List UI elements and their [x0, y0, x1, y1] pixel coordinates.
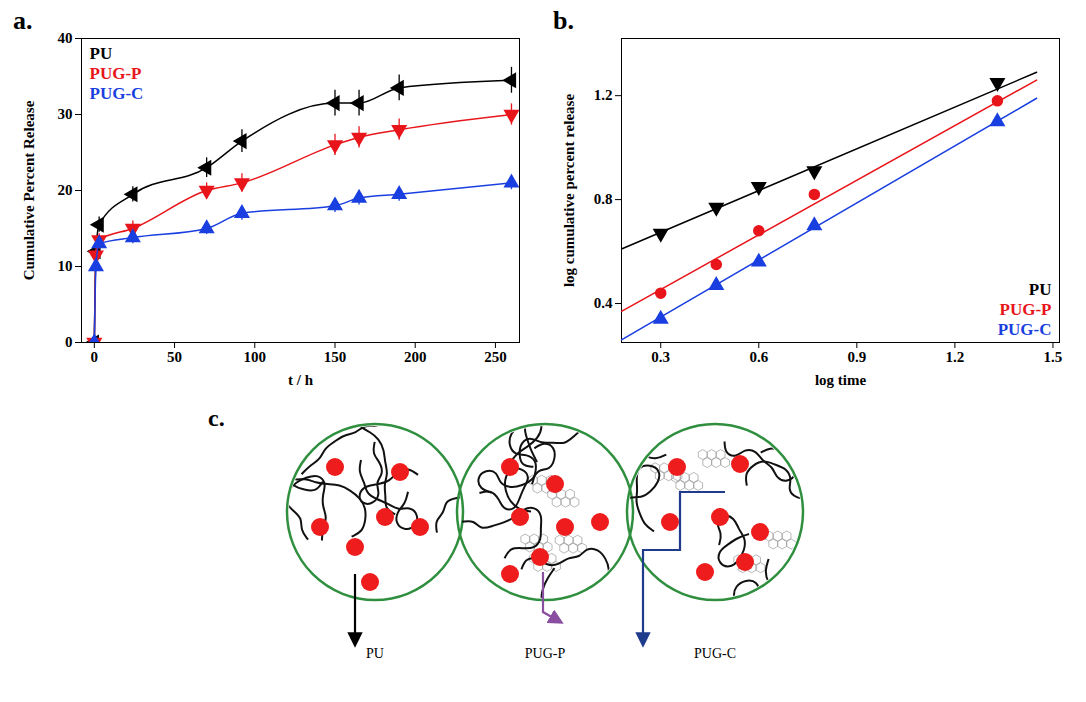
svg-text:t / h: t / h [288, 372, 314, 388]
svg-text:50: 50 [167, 349, 182, 365]
svg-text:0.9: 0.9 [847, 349, 866, 365]
svg-text:250: 250 [484, 349, 507, 365]
svg-text:200: 200 [404, 349, 427, 365]
svg-text:0.8: 0.8 [594, 191, 613, 207]
svg-text:PUG-C: PUG-C [998, 320, 1052, 339]
svg-text:PUG-P: PUG-P [525, 646, 566, 661]
svg-text:1.2: 1.2 [946, 349, 965, 365]
svg-text:0: 0 [65, 334, 73, 350]
svg-text:Cumulative Percent Release: Cumulative Percent Release [21, 100, 37, 280]
svg-text:PUG-P: PUG-P [90, 64, 142, 83]
svg-text:10: 10 [58, 258, 73, 274]
svg-text:PU: PU [1029, 280, 1052, 299]
svg-text:c.: c. [208, 405, 225, 431]
svg-text:0.4: 0.4 [594, 295, 613, 311]
svg-text:0.6: 0.6 [749, 349, 768, 365]
svg-text:20: 20 [58, 182, 73, 198]
svg-text:log time: log time [815, 372, 867, 388]
svg-text:1.5: 1.5 [1044, 349, 1063, 365]
svg-text:150: 150 [324, 349, 347, 365]
svg-text:40: 40 [58, 30, 73, 46]
svg-text:PUG-C: PUG-C [90, 84, 144, 103]
html-text:a.: a. [13, 6, 33, 35]
svg-text:PU: PU [90, 44, 113, 63]
svg-text:30: 30 [58, 106, 73, 122]
svg-text:1.2: 1.2 [594, 87, 613, 103]
svg-text:PUG-C: PUG-C [694, 646, 736, 661]
svg-text:PUG-P: PUG-P [1000, 300, 1052, 319]
svg-text:0: 0 [91, 349, 99, 365]
svg-text:log cumulative percent release: log cumulative percent release [561, 94, 577, 287]
svg-text:0.3: 0.3 [651, 349, 670, 365]
svg-text:PU: PU [366, 646, 384, 661]
svg-text:100: 100 [244, 349, 267, 365]
html-text:b.: b. [553, 6, 574, 35]
